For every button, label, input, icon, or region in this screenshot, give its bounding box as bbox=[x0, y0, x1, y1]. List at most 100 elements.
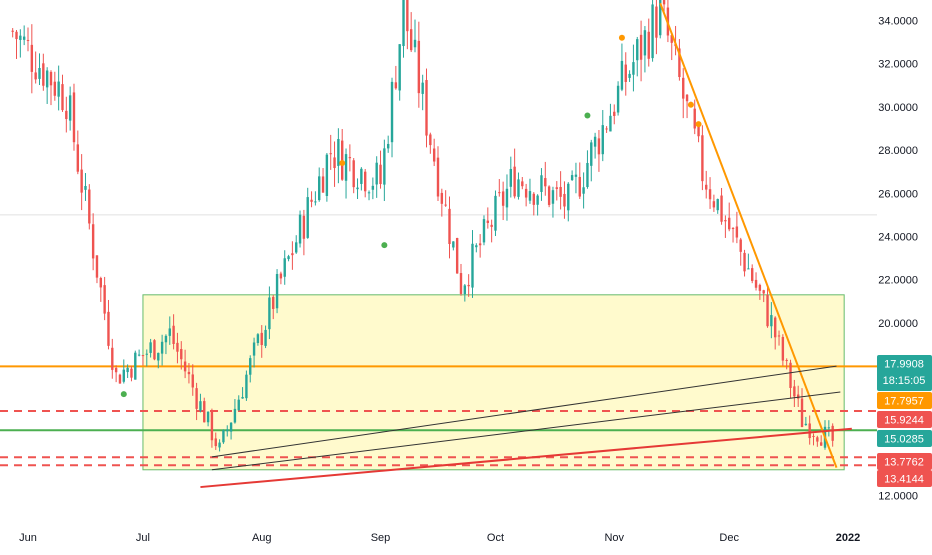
y-axis-tick-label: 22.0000 bbox=[878, 275, 918, 287]
candle-body bbox=[325, 154, 329, 196]
candle-body bbox=[597, 138, 601, 155]
candle-body bbox=[766, 294, 769, 327]
candle-body bbox=[494, 195, 497, 231]
candle-body bbox=[84, 185, 87, 190]
candle-body bbox=[141, 355, 145, 357]
candle-body bbox=[701, 135, 704, 182]
candle-body bbox=[375, 162, 378, 185]
x-axis-tick-label: 2022 bbox=[836, 532, 860, 544]
candle-body bbox=[524, 188, 528, 198]
candle-body bbox=[57, 81, 60, 97]
candle-body bbox=[827, 427, 831, 429]
candle-body bbox=[363, 171, 367, 192]
candle-body bbox=[547, 186, 551, 205]
price-badge[interactable] bbox=[877, 430, 932, 447]
candle-body bbox=[532, 193, 535, 205]
candle-body bbox=[544, 178, 547, 187]
candle-body bbox=[310, 199, 313, 202]
candle-body bbox=[371, 185, 375, 190]
price-badge-label: 13.7762 bbox=[884, 457, 924, 469]
candle-body bbox=[475, 245, 478, 248]
black-channel-upper-trendline[interactable] bbox=[211, 365, 837, 458]
candle-body bbox=[344, 154, 348, 181]
candle-body bbox=[80, 169, 83, 193]
candle-body bbox=[616, 85, 620, 113]
candle-body bbox=[785, 360, 788, 362]
black-channel-lower-trendline[interactable] bbox=[211, 391, 841, 471]
candle-body bbox=[210, 410, 214, 441]
candle-body bbox=[482, 219, 486, 243]
candle-body bbox=[440, 192, 444, 204]
candle-body bbox=[72, 92, 76, 143]
candle-body bbox=[42, 63, 45, 86]
candle-body bbox=[268, 297, 271, 330]
price-badge-label: 15.9244 bbox=[884, 415, 924, 427]
price-badge[interactable] bbox=[877, 411, 932, 428]
candle-body bbox=[777, 335, 781, 337]
support-zone-box[interactable] bbox=[142, 294, 845, 471]
candle-body bbox=[149, 342, 152, 353]
candle-body bbox=[360, 168, 363, 184]
price-badge-countdown: 18:15:05 bbox=[883, 375, 926, 387]
candle-body bbox=[164, 335, 168, 343]
candle-body bbox=[567, 183, 570, 211]
candle-body bbox=[172, 325, 175, 344]
candle-body bbox=[505, 188, 509, 208]
red-uptrend-trendline[interactable] bbox=[200, 427, 852, 489]
candle-body bbox=[145, 353, 148, 355]
candle-body bbox=[34, 72, 37, 80]
candle-body bbox=[655, 6, 658, 38]
candle-body bbox=[429, 134, 432, 146]
candle-body bbox=[724, 220, 727, 222]
orange-downtrend-trendline[interactable] bbox=[659, 2, 838, 468]
candle-body bbox=[256, 334, 260, 344]
candle-body bbox=[586, 162, 589, 187]
candle-body bbox=[540, 175, 543, 192]
candle-body bbox=[808, 423, 811, 439]
y-axis-tick-label: 12.0000 bbox=[878, 491, 918, 503]
candle-body bbox=[68, 95, 72, 121]
x-axis-tick-label: Oct bbox=[487, 532, 504, 544]
candle-body bbox=[455, 237, 459, 274]
candle-body bbox=[796, 394, 800, 399]
candle-body bbox=[716, 199, 719, 211]
candle-body bbox=[130, 368, 133, 378]
candle-body bbox=[643, 30, 647, 56]
candle-body bbox=[793, 386, 796, 397]
candle-body bbox=[563, 193, 566, 207]
candle-body bbox=[693, 108, 696, 129]
candle-body bbox=[471, 243, 474, 288]
candle-body bbox=[486, 220, 490, 223]
price-badge[interactable] bbox=[877, 470, 932, 487]
candle-body bbox=[233, 408, 237, 423]
candle-body bbox=[478, 243, 482, 246]
candle-body bbox=[222, 430, 225, 443]
y-axis-tick-label: 20.0000 bbox=[878, 318, 918, 330]
x-axis-tick-label: Jun bbox=[19, 532, 37, 544]
y-axis-tick-label: 26.0000 bbox=[878, 188, 918, 200]
candle-body bbox=[306, 197, 309, 238]
price-badge[interactable] bbox=[877, 392, 932, 409]
price-badge-label: 13.4144 bbox=[884, 474, 924, 486]
candle-body bbox=[819, 442, 823, 446]
candle-body bbox=[168, 328, 171, 336]
candle-body bbox=[214, 438, 217, 447]
candle-body bbox=[582, 187, 585, 194]
candle-body bbox=[452, 241, 455, 248]
candle-body bbox=[38, 67, 41, 79]
time-axis-panel[interactable] bbox=[0, 520, 932, 550]
candle-body bbox=[76, 144, 80, 172]
candle-body bbox=[279, 273, 283, 279]
candle-body bbox=[199, 401, 202, 411]
candle-body bbox=[260, 332, 263, 346]
candle-body bbox=[747, 268, 750, 270]
candle-body bbox=[517, 179, 520, 197]
candle-body bbox=[467, 284, 470, 287]
price-badge[interactable] bbox=[877, 453, 932, 470]
candle-body bbox=[685, 94, 689, 102]
price-badge[interactable] bbox=[877, 355, 932, 391]
candle-body bbox=[816, 437, 819, 442]
candle-body bbox=[812, 435, 815, 437]
